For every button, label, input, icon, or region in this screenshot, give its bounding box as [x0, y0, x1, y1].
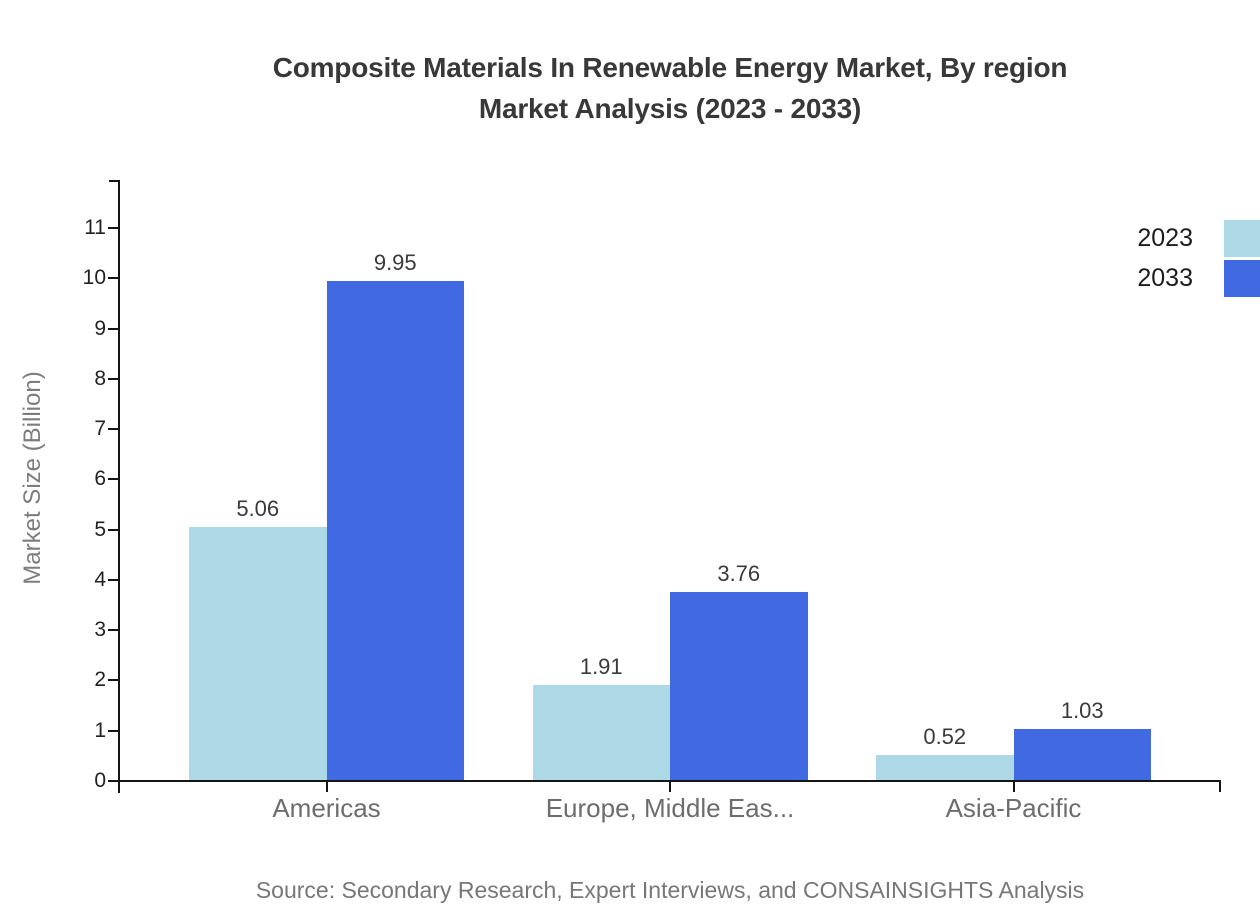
y-tick-label: 8: [94, 366, 106, 390]
y-tick-label: 6: [94, 467, 106, 491]
bar-2023-europe-middle-eas: [532, 684, 670, 781]
chart-title-line1: Composite Materials In Renewable Energy …: [272, 52, 1068, 83]
y-axis-line: [118, 180, 120, 793]
y-tick: [108, 729, 118, 732]
bar-2023-asia-pacific: [876, 754, 1014, 781]
x-axis-line: [118, 780, 1221, 782]
x-category-label: Asia-Pacific: [945, 793, 1082, 823]
y-tick: [108, 227, 118, 230]
y-tick-label: 11: [84, 216, 106, 240]
bar-2033-europe-middle-eas: [670, 591, 808, 781]
x-axis-right-cap: [1219, 780, 1221, 792]
bar-2023-americas: [189, 526, 327, 781]
x-tick: [325, 782, 328, 792]
y-tick-label: 4: [94, 567, 106, 591]
legend-swatch-2033: [1224, 260, 1260, 297]
y-tick-label: 3: [94, 618, 106, 642]
y-tick: [108, 528, 118, 531]
value-label-2033: 9.95: [373, 249, 417, 275]
y-tick: [108, 578, 118, 581]
y-tick: [108, 780, 118, 782]
y-tick-label: 0: [94, 769, 106, 792]
x-tick: [669, 782, 671, 792]
chart-title-line2: Market Analysis (2023 - 2033): [478, 93, 862, 124]
y-tick: [108, 478, 118, 481]
value-label-2023: 1.91: [579, 653, 623, 679]
value-label-2023: 5.06: [236, 495, 280, 521]
y-tick-label: 5: [94, 517, 106, 541]
legend-label-2023: 2023: [1137, 224, 1193, 252]
y-tick-label: 7: [94, 417, 106, 441]
y-tick-label: 10: [82, 266, 106, 290]
value-label-2023: 0.52: [923, 723, 967, 749]
bar-2033-asia-pacific: [1013, 729, 1151, 781]
value-label-2033: 1.03: [1060, 698, 1104, 724]
legend-swatch-2023: [1224, 220, 1260, 257]
x-category-label: Americas: [272, 793, 381, 823]
y-tick-label: 2: [94, 668, 106, 692]
y-tick: [108, 377, 118, 380]
y-tick: [108, 629, 118, 632]
source-note: Source: Secondary Research, Expert Inter…: [255, 877, 1085, 903]
y-tick: [108, 679, 118, 682]
y-tick: [108, 428, 118, 431]
y-tick-label: 1: [94, 718, 106, 742]
value-label-2033: 3.76: [717, 560, 761, 586]
y-tick-label: 9: [94, 316, 106, 340]
y-axis-top-cap: [109, 180, 119, 182]
y-tick: [108, 327, 118, 330]
x-category-label: Europe, Middle Eas...: [545, 793, 795, 823]
bar-2033-americas: [326, 280, 464, 781]
legend-item-2023: 2023: [1137, 220, 1260, 257]
x-tick: [1012, 782, 1015, 792]
legend-item-2033: 2033: [1137, 260, 1260, 297]
legend-label-2033: 2033: [1137, 264, 1193, 292]
legend: 2023 2033: [1137, 220, 1260, 300]
y-tick: [108, 277, 118, 280]
chart-title: Composite Materials In Renewable Energy …: [80, 47, 1260, 129]
